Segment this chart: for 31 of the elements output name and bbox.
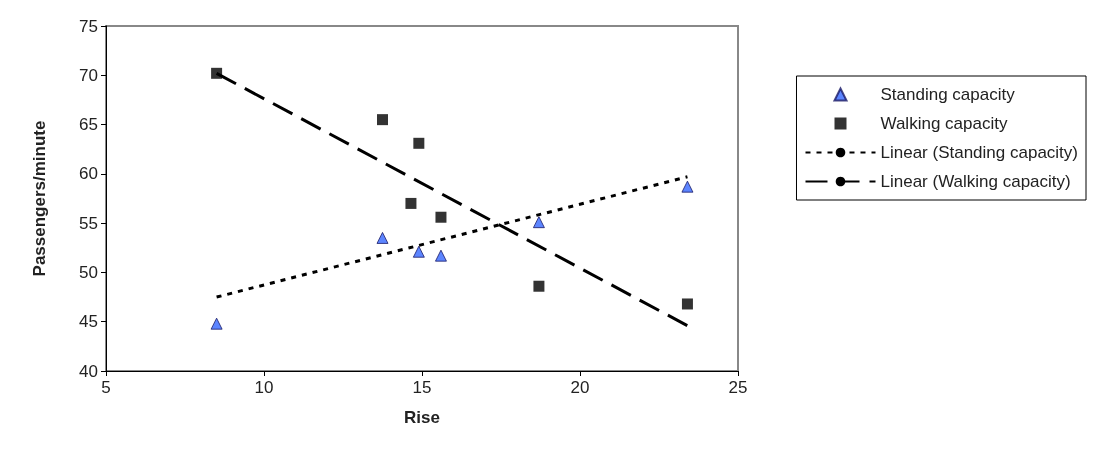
y-tick-label: 55	[79, 213, 98, 233]
x-tick-label: 15	[412, 378, 432, 397]
y-tick-label: 40	[79, 361, 98, 381]
y-tick-label: 75	[79, 16, 98, 36]
y-tick-label: 45	[79, 312, 98, 332]
y-tick-label: 50	[79, 262, 98, 282]
x-tick-label: 10	[254, 378, 274, 397]
legend-label: Walking capacity	[880, 114, 1008, 133]
point	[681, 298, 693, 310]
legend-label: Linear (Walking capacity)	[880, 172, 1071, 191]
y-tick-label: 70	[79, 65, 98, 85]
point	[435, 211, 447, 223]
x-tick-label: 25	[728, 378, 748, 397]
point	[377, 114, 388, 126]
x-tick-label: 5	[101, 378, 111, 397]
point	[532, 216, 545, 229]
point	[533, 280, 545, 292]
point	[376, 231, 389, 244]
point	[681, 180, 694, 193]
legend-label: Linear (Standing capacity)	[880, 143, 1079, 162]
x-tick-label: 20	[570, 378, 590, 397]
legend-label: Standing capacity	[880, 85, 1016, 104]
y-tick-label: 60	[79, 164, 98, 184]
y-axis-title: Passengers/minute	[30, 120, 49, 277]
point	[210, 317, 223, 330]
x-axis-title: Rise	[404, 408, 440, 427]
point	[413, 137, 425, 149]
point	[405, 197, 417, 209]
y-tick-label: 65	[79, 115, 98, 135]
point	[412, 245, 425, 258]
point	[434, 249, 447, 262]
